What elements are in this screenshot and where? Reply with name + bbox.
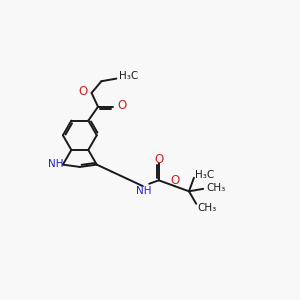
- Text: CH₃: CH₃: [206, 183, 226, 193]
- Text: O: O: [154, 153, 164, 166]
- Text: CH₃: CH₃: [198, 202, 217, 213]
- Text: NH: NH: [48, 159, 64, 169]
- Text: H₃C: H₃C: [196, 170, 215, 180]
- Text: O: O: [117, 100, 126, 112]
- Text: O: O: [170, 174, 179, 187]
- Text: H₃C: H₃C: [119, 70, 138, 80]
- Text: O: O: [79, 85, 88, 98]
- Text: NH: NH: [136, 186, 151, 196]
